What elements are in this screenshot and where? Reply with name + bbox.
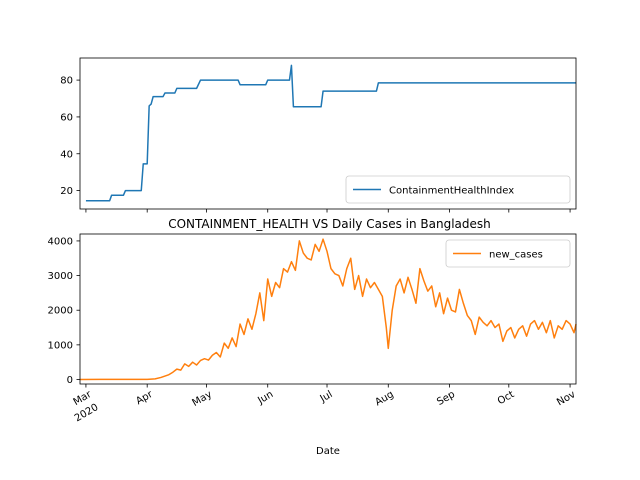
legend-box [445,239,571,268]
axes-frame [79,233,577,385]
x-tick-label: May [191,389,214,409]
top-subplot: 20 40 60 80 ContainmentHealthIndex [60,57,577,213]
y-tick-label: 20 [60,186,73,197]
x-tick-label: Sep [435,389,457,408]
y-tick-label: 1000 [48,340,73,351]
x-tick-label: Oct [496,389,517,407]
legend: ContainmentHealthIndex [345,175,571,204]
series-line-new_cases [79,238,577,381]
legend-box [345,175,571,204]
x-axis-label: Date [316,446,340,457]
series-line-ContainmentHealthIndex [85,64,576,202]
y-tick-label: 0 [67,375,73,386]
y-tick-label: 60 [60,112,73,123]
legend-label: new_cases [489,250,543,261]
axes-frame [79,57,577,210]
y-tick-label: 2000 [48,306,73,317]
legend-label: ContainmentHealthIndex [389,186,514,197]
x-tick-label: Jun [255,389,275,407]
y-tick-label: 40 [60,149,73,160]
x-tick-label: Aug [373,389,395,408]
x-tick-label: Jul [318,389,335,405]
x-tick-label: Apr [134,389,155,408]
y-tick-label: 3000 [48,271,73,282]
legend: new_cases [445,239,571,268]
x-tick-label: Nov [555,389,577,408]
y-tick-label: 80 [60,76,73,87]
chart-title: CONTAINMENT_HEALTH VS Daily Cases in Ban… [168,217,491,231]
y-tick-label: 4000 [48,236,73,247]
